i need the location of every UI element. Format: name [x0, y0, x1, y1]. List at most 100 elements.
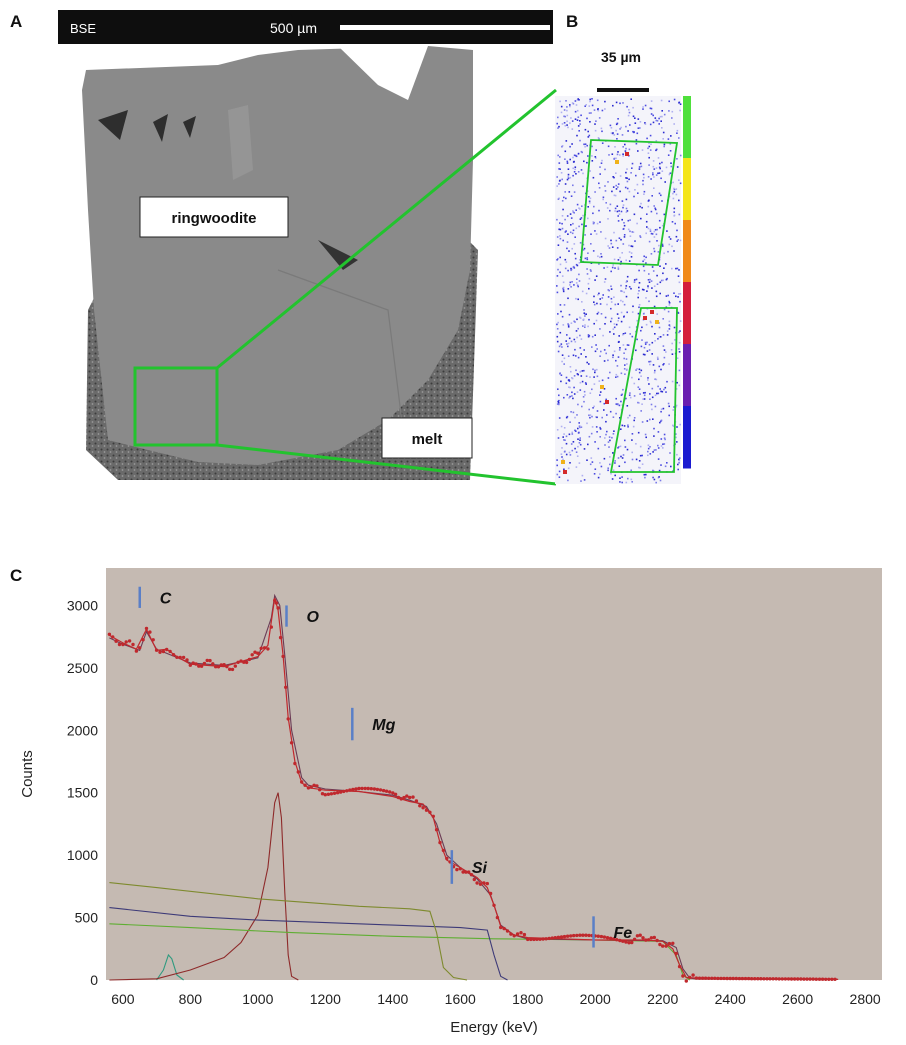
zoom-connector-top: [216, 88, 557, 370]
map-pixel: [655, 140, 658, 142]
map-pixel: [612, 469, 615, 471]
map-pixel: [584, 313, 586, 316]
map-pixel: [625, 295, 628, 298]
data-point: [114, 639, 118, 643]
map-pixel: [576, 264, 579, 267]
map-pixel: [593, 109, 596, 111]
map-pixel: [577, 98, 579, 100]
map-pixel: [651, 396, 654, 399]
map-pixel: [565, 416, 568, 419]
map-pixel: [617, 186, 619, 188]
map-pixel: [626, 405, 629, 407]
map-pixel: [560, 105, 563, 108]
data-point: [318, 788, 322, 792]
map-pixel: [561, 315, 564, 318]
data-point: [332, 791, 337, 795]
data-point: [677, 964, 682, 969]
y-tick-label: 500: [75, 910, 99, 926]
map-pixel: [576, 119, 579, 121]
data-point: [284, 685, 288, 689]
panel-letter-c: C: [10, 566, 23, 585]
map-pixel: [670, 349, 673, 351]
map-pixel: [640, 217, 642, 220]
map-pixel: [582, 243, 585, 246]
map-pixel: [664, 465, 667, 468]
data-point: [541, 937, 545, 941]
map-pixel: [607, 218, 609, 220]
data-point: [168, 649, 172, 654]
data-point: [638, 933, 642, 937]
map-pixel: [629, 392, 631, 394]
map-pixel: [623, 236, 626, 238]
data-point: [320, 792, 325, 796]
map-pixel: [668, 302, 671, 304]
map-pixel: [616, 205, 619, 207]
map-pixel: [619, 417, 621, 419]
map-pixel: [580, 169, 583, 171]
map-pixel: [678, 348, 680, 350]
map-pixel: [668, 324, 671, 326]
data-point: [428, 810, 432, 814]
map-pixel: [625, 171, 627, 174]
map-pixel: [599, 426, 601, 429]
map-pixel: [560, 425, 563, 428]
map-pixel: [594, 371, 596, 374]
map-pixel: [607, 289, 610, 291]
map-pixel: [609, 456, 611, 458]
map-pixel: [659, 292, 661, 295]
map-pixel: [571, 449, 574, 452]
map-pixel: [580, 480, 582, 482]
map-pixel: [558, 403, 560, 406]
map-pixel: [607, 467, 609, 469]
map-pixel: [663, 252, 665, 255]
map-pixel: [578, 99, 580, 101]
map-pixel: [620, 428, 622, 430]
data-point: [296, 770, 300, 774]
map-pixel: [582, 172, 584, 175]
map-pixel: [563, 451, 566, 453]
map-pixel: [621, 476, 623, 478]
map-pixel: [645, 436, 647, 439]
map-pixel: [612, 264, 614, 266]
map-pixel: [567, 126, 569, 129]
map-pixel: [612, 186, 615, 188]
map-pixel: [606, 414, 608, 416]
bse-scale-bar: [340, 25, 550, 30]
map-hotspot: [563, 470, 567, 474]
map-pixel: [587, 252, 589, 254]
map-pixel: [617, 268, 620, 270]
data-point: [644, 938, 648, 942]
map-pixel: [620, 400, 622, 403]
map-pixel: [625, 481, 628, 484]
map-pixel: [649, 149, 652, 151]
map-pixel: [671, 245, 673, 248]
roi-upper: [580, 139, 679, 266]
data-point: [572, 933, 576, 938]
map-pixel: [651, 266, 654, 268]
map-pixel: [668, 243, 671, 246]
map-pixel: [592, 222, 595, 225]
map-pixel: [661, 200, 663, 202]
map-pixel: [569, 145, 571, 148]
map-pixel: [570, 370, 572, 373]
map-pixel: [569, 105, 571, 108]
map-pixel: [630, 469, 632, 472]
map-pixel: [642, 265, 645, 268]
data-point: [306, 786, 311, 790]
map-pixel: [580, 338, 583, 340]
map-pixel: [576, 414, 578, 416]
map-pixel: [676, 129, 679, 132]
map-pixel: [659, 388, 661, 390]
map-pixel: [601, 159, 603, 162]
map-pixel: [607, 359, 609, 362]
map-pixel: [590, 270, 592, 272]
map-pixel: [637, 292, 639, 295]
map-pixel: [576, 203, 579, 206]
map-pixel: [679, 103, 682, 105]
map-pixel: [615, 359, 617, 362]
map-pixel: [641, 463, 644, 465]
data-point: [348, 788, 352, 792]
map-pixel: [617, 457, 620, 459]
map-pixel: [589, 416, 591, 419]
map-pixel: [584, 382, 587, 384]
